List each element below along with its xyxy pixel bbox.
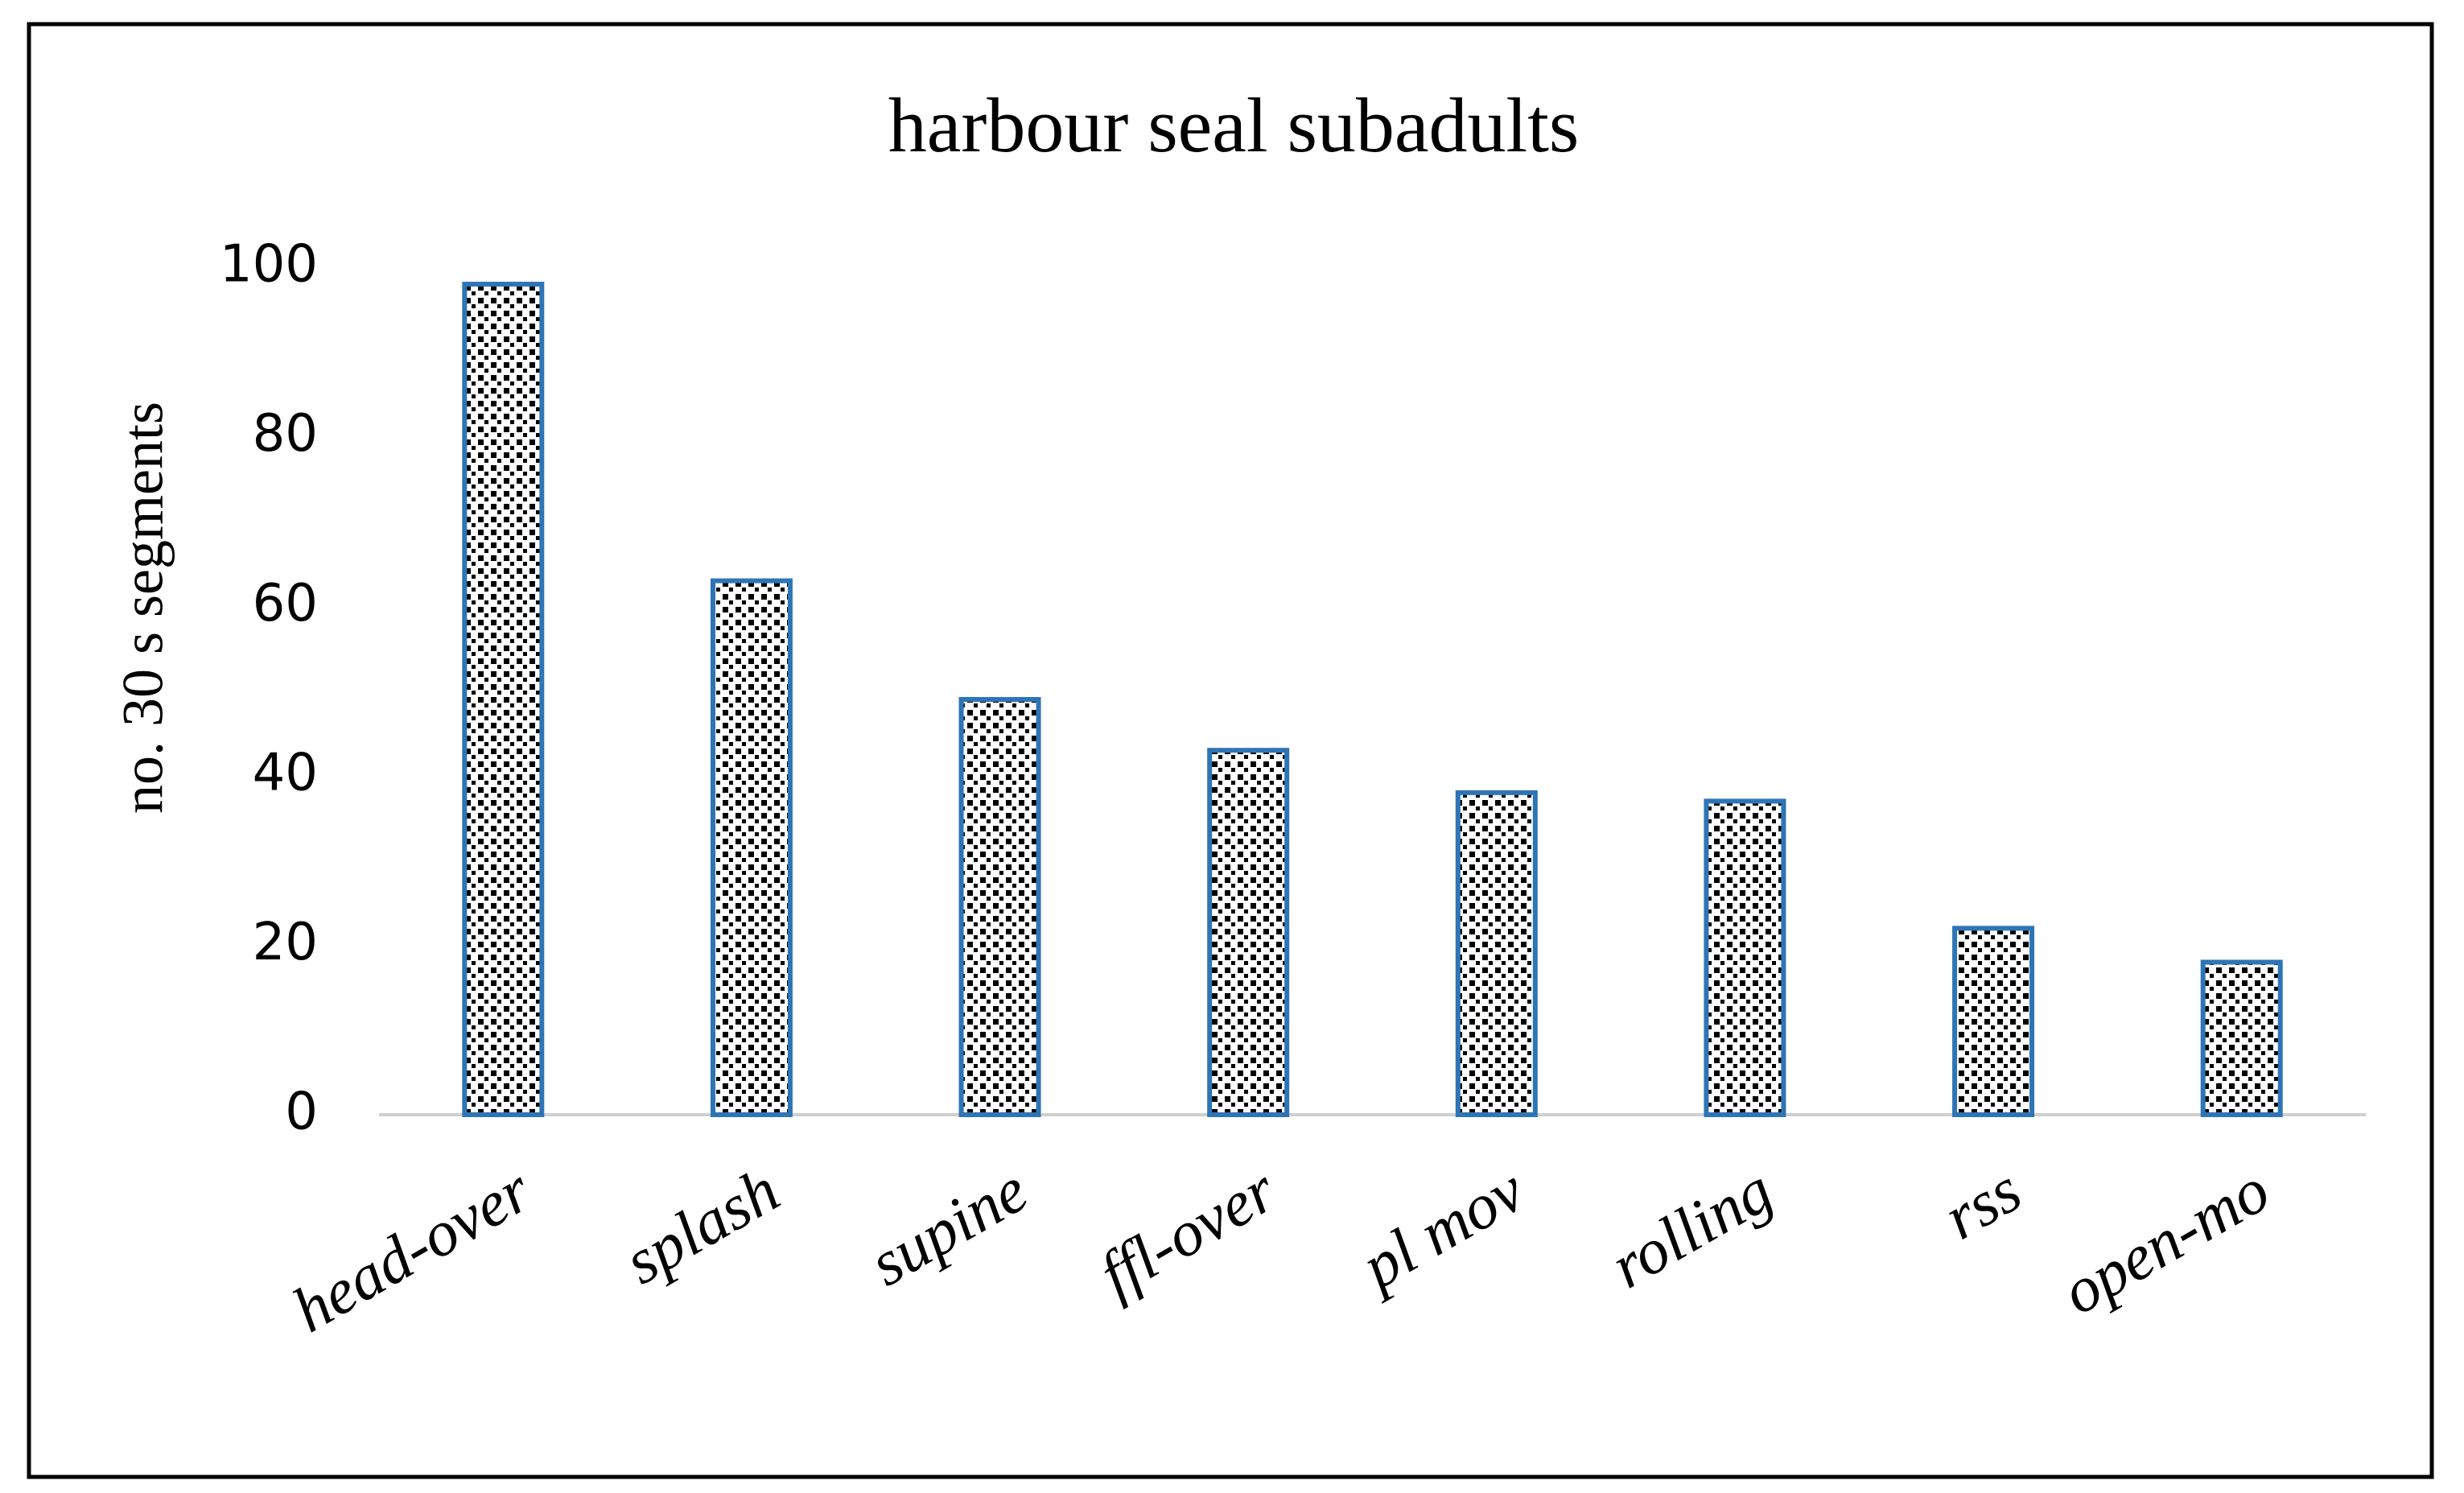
bar [1455, 790, 1538, 1117]
y-tick-label: 100 [220, 235, 318, 295]
bar [1207, 748, 1290, 1118]
bar [1952, 926, 2035, 1117]
y-tick-label: 40 [253, 743, 318, 802]
bar [1704, 798, 1786, 1117]
y-tick-label: 80 [253, 404, 318, 464]
y-tick-label: 0 [285, 1083, 318, 1142]
bar [2200, 959, 2283, 1117]
chart-title: harbour seal subadults [888, 82, 1579, 168]
bar [462, 282, 545, 1117]
bar [710, 578, 793, 1117]
y-tick-label: 20 [253, 913, 318, 972]
y-axis-label: no. 30 s segments [111, 402, 175, 814]
bar [958, 697, 1041, 1117]
y-tick-label: 60 [253, 574, 318, 633]
